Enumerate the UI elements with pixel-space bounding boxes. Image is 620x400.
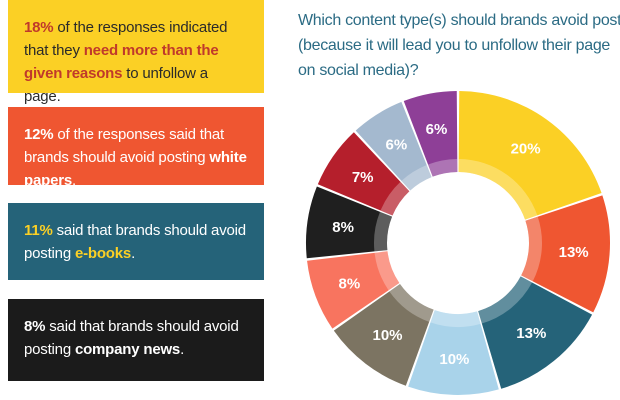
donut-slice-label-8: 6% bbox=[386, 137, 408, 154]
stat-card-company-news: 8% said that brands should avoid posting… bbox=[8, 299, 264, 381]
chart-title-line: (because it will lead you to unfollow th… bbox=[298, 37, 611, 54]
donut-slice-5 bbox=[307, 251, 400, 329]
donut-inner-ring-6 bbox=[374, 211, 393, 252]
stat-highlight: e-books bbox=[74, 245, 132, 262]
stat-highlight: white papers bbox=[24, 149, 247, 189]
donut-inner-ring-1 bbox=[521, 216, 542, 282]
stat-text: of the responses said that brands should… bbox=[24, 126, 224, 166]
donut-hole bbox=[388, 173, 528, 313]
stat-text-end: to unfollow a page. bbox=[24, 65, 208, 105]
chart-title: Which content type(s) should brands avoi… bbox=[298, 8, 620, 83]
stat-card-e-books: 11% said that brands should avoid postin… bbox=[8, 203, 264, 280]
stat-card-white-papers: 12% of the responses said that brands sh… bbox=[8, 107, 264, 189]
donut-slice-label-5: 8% bbox=[338, 276, 360, 293]
donut-slice-label-3: 10% bbox=[439, 351, 469, 368]
donut-slice-9 bbox=[403, 91, 458, 177]
donut-slice-3 bbox=[408, 310, 499, 395]
chart-title-line: Which content type(s) should brands avoi… bbox=[298, 12, 620, 29]
donut-slice-label-7: 7% bbox=[352, 169, 374, 186]
donut-slice-label-4: 10% bbox=[372, 327, 402, 344]
chart-title-line: on social media)? bbox=[298, 62, 419, 79]
stat-percent: 11% bbox=[24, 222, 53, 239]
stat-highlight: need more than the given reasons bbox=[24, 42, 219, 82]
donut-slice-label-0: 20% bbox=[511, 141, 541, 158]
donut-slice-label-9: 6% bbox=[426, 121, 448, 138]
donut-slice-label-1: 13% bbox=[559, 244, 589, 261]
donut-slice-2 bbox=[478, 276, 593, 389]
donut-slice-4 bbox=[333, 283, 434, 386]
donut-slice-6 bbox=[305, 186, 393, 259]
stat-text: said that brands should avoid posting bbox=[24, 318, 239, 358]
donut-slice-label-2: 13% bbox=[516, 325, 546, 342]
donut-inner-ring-2 bbox=[478, 276, 533, 324]
donut-slice-label-6: 8% bbox=[332, 219, 354, 236]
donut-inner-ring-4 bbox=[389, 283, 434, 322]
donut-inner-ring-0 bbox=[458, 159, 538, 220]
stat-card-need-more-reasons: 18% of the responses indicated that they… bbox=[8, 0, 264, 105]
stat-text-end: . bbox=[72, 172, 76, 189]
stat-text: said that brands should avoid posting bbox=[24, 222, 246, 262]
donut-inner-ring-5 bbox=[374, 251, 400, 291]
stat-text-end: . bbox=[131, 245, 136, 262]
stat-text-end: . bbox=[180, 341, 185, 358]
donut-inner-ring-7 bbox=[380, 181, 410, 216]
donut-slice-1 bbox=[521, 195, 610, 313]
stat-percent: 8% bbox=[24, 318, 46, 335]
stat-highlight: company news bbox=[74, 341, 181, 358]
stat-percent: 18% bbox=[24, 19, 54, 36]
donut-slice-8 bbox=[355, 101, 432, 191]
donut-slice-0 bbox=[458, 91, 602, 220]
donut-inner-ring-9 bbox=[428, 159, 458, 177]
stat-percent: 12% bbox=[24, 126, 54, 143]
donut-slice-7 bbox=[317, 132, 410, 216]
stat-text: of the responses indicated that they bbox=[24, 19, 228, 59]
donut-inner-ring-3 bbox=[430, 310, 481, 327]
donut-inner-ring-8 bbox=[401, 165, 432, 191]
